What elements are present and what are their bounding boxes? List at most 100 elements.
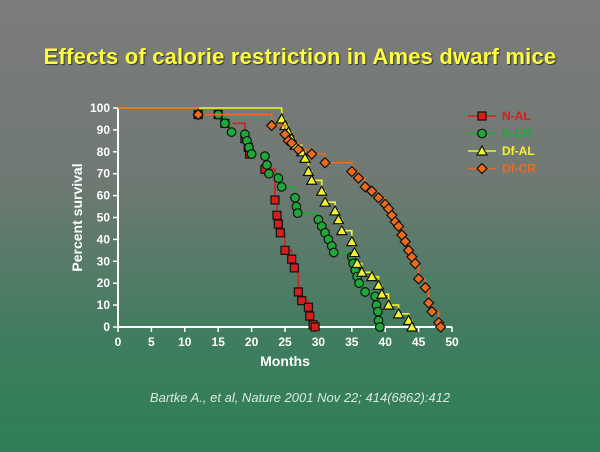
data-point-df-al [351, 257, 364, 269]
y-tick-label: 80 [97, 145, 111, 159]
data-point-n-al [293, 287, 303, 297]
legend-marker [477, 111, 487, 121]
data-point-n-cr [354, 278, 365, 289]
data-point-n-cr [328, 247, 339, 258]
y-tick-label: 60 [97, 189, 111, 203]
data-point-df-al [355, 266, 368, 277]
data-point-df-cr [192, 108, 205, 121]
data-point-df-al [375, 287, 388, 299]
x-tick-label: 45 [412, 335, 426, 349]
data-point-n-cr [260, 151, 270, 162]
data-point-df-al [382, 298, 395, 310]
data-point-df-cr [352, 172, 365, 184]
data-point-n-al [303, 302, 313, 312]
x-tick-label: 5 [148, 335, 155, 349]
y-tick-label: 70 [97, 167, 111, 181]
data-point-n-al [270, 195, 280, 205]
y-axis-label: Percent survival [69, 163, 85, 271]
data-point-n-cr [360, 287, 371, 297]
legend-marker [476, 162, 488, 175]
data-point-df-cr [319, 156, 331, 169]
data-point-df-al [372, 279, 385, 290]
data-point-df-al [319, 195, 332, 207]
y-tick-label: 30 [97, 254, 111, 268]
data-point-df-cr [409, 257, 422, 270]
data-point-df-cr [365, 185, 378, 198]
legend-item-df-al: Df-AL [468, 144, 535, 158]
data-point-df-al [315, 184, 328, 196]
data-point-n-cr [264, 168, 274, 179]
data-point-df-al [332, 213, 345, 225]
data-point-n-cr [374, 322, 385, 332]
slide-title: Effects of calorie restriction in Ames d… [43, 44, 557, 69]
data-point-df-al [305, 174, 318, 185]
legend-label: N-AL [502, 109, 531, 123]
data-point-n-cr [262, 160, 272, 170]
data-point-n-al [305, 311, 315, 321]
data-point-df-cr [419, 281, 432, 294]
y-tick-label: 100 [90, 101, 110, 115]
data-point-df-al [392, 307, 405, 319]
x-tick-label: 50 [445, 335, 459, 349]
citation: Bartke A., et al, Nature 2001 Nov 22; 41… [149, 390, 451, 405]
data-point-n-al [273, 219, 283, 229]
x-tick-label: 30 [312, 335, 326, 349]
data-point-df-al [299, 152, 312, 163]
data-point-df-cr [434, 321, 447, 333]
data-point-df-al [335, 224, 348, 236]
x-tick-label: 40 [379, 335, 393, 349]
data-point-n-cr [219, 118, 230, 129]
data-point-df-al [275, 112, 288, 124]
data-point-df-cr [345, 165, 358, 178]
data-point-df-al [345, 235, 358, 247]
series-n-cr [118, 107, 385, 332]
series-df-cr [118, 107, 447, 333]
data-point-n-al [272, 210, 282, 220]
data-point-df-cr [399, 235, 412, 248]
data-point-n-cr [226, 127, 237, 137]
data-point-df-al [329, 204, 342, 216]
y-tick-label: 50 [97, 211, 111, 225]
data-point-df-cr [265, 119, 278, 132]
legend-label: Df-CR [502, 162, 536, 176]
x-tick-label: 25 [278, 335, 292, 349]
data-point-n-cr [273, 173, 284, 183]
data-point-df-cr [359, 180, 372, 193]
legend-label: Df-AL [502, 144, 535, 158]
data-point-n-cr [292, 208, 303, 219]
data-point-df-cr [292, 143, 305, 156]
y-tick-label: 90 [97, 123, 111, 137]
data-point-n-cr [246, 149, 257, 159]
y-tick-label: 10 [97, 298, 111, 312]
data-point-df-cr [426, 305, 438, 318]
legend-marker [477, 128, 487, 139]
data-point-n-al [289, 263, 299, 273]
data-point-n-al [297, 296, 307, 306]
data-point-df-cr [305, 148, 318, 160]
x-tick-label: 15 [212, 335, 226, 349]
y-tick-label: 40 [97, 232, 111, 246]
data-point-n-cr [276, 181, 287, 192]
x-tick-label: 10 [178, 335, 192, 349]
data-point-n-al [280, 245, 290, 255]
legend-item-n-al: N-AL [468, 109, 531, 123]
data-point-df-al [365, 270, 378, 282]
x-tick-label: 35 [345, 335, 359, 349]
data-point-n-al [275, 228, 285, 238]
legend-item-n-cr: N-CR [468, 127, 532, 141]
data-point-df-cr [392, 220, 405, 233]
y-tick-label: 20 [97, 276, 111, 290]
data-point-df-cr [285, 137, 298, 149]
data-point-n-cr [372, 306, 383, 317]
data-point-n-cr [290, 192, 300, 203]
legend-marker [475, 144, 489, 156]
legend-item-df-cr: Df-CR [468, 162, 536, 176]
data-point-n-al [287, 254, 297, 264]
data-point-df-cr [412, 272, 425, 285]
data-point-n-al [310, 322, 320, 332]
data-point-df-al [402, 314, 415, 326]
x-tick-label: 20 [245, 335, 259, 349]
data-point-df-al [348, 246, 361, 258]
